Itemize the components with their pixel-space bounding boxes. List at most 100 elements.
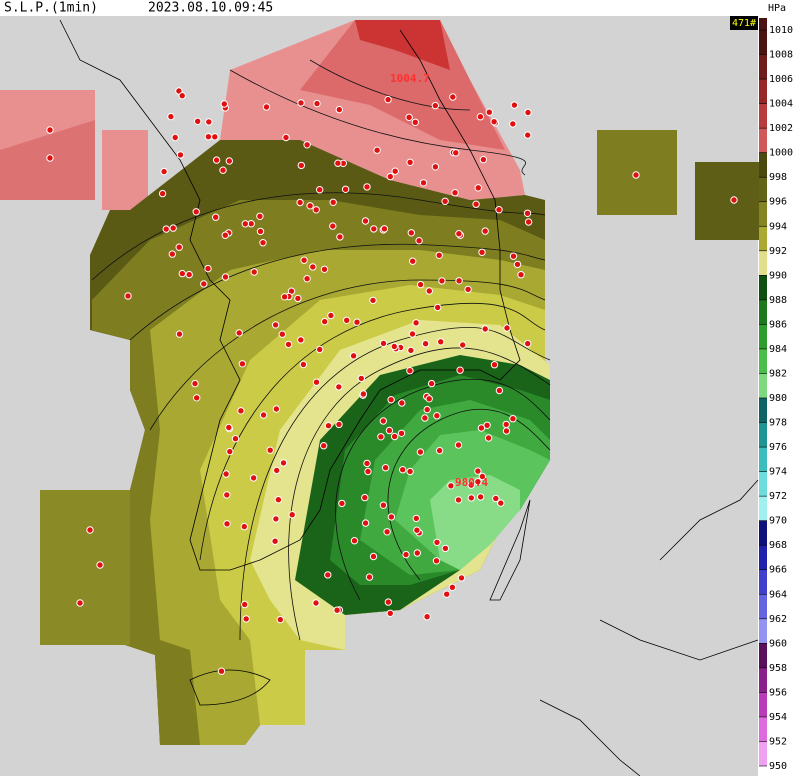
station — [160, 167, 168, 176]
station — [211, 133, 219, 141]
station — [231, 435, 240, 443]
station — [412, 319, 420, 327]
station — [431, 101, 439, 110]
colorbar-label: 994 — [769, 221, 787, 232]
station — [399, 466, 407, 474]
station — [176, 151, 185, 159]
station — [432, 557, 441, 565]
colorbar: 1010 1008 1006 1004 1002 1000 998 996 994 992 990 9… — [759, 18, 793, 772]
station — [402, 550, 410, 559]
region — [355, 20, 450, 70]
colorbar-label: 976 — [769, 442, 787, 453]
station — [477, 424, 486, 432]
station — [223, 491, 231, 499]
isobar — [239, 326, 551, 641]
station — [280, 293, 289, 301]
station — [411, 118, 419, 127]
map: 1004.7 980.4 — [0, 16, 760, 776]
station — [492, 494, 500, 503]
station — [46, 126, 54, 134]
station — [235, 329, 243, 337]
colorbar-label: 990 — [769, 270, 787, 281]
station — [353, 318, 361, 326]
station — [193, 394, 201, 402]
station — [169, 224, 177, 232]
station — [416, 280, 425, 289]
colorbar-band — [759, 692, 767, 717]
station — [474, 467, 482, 475]
colorbar-label: 964 — [769, 589, 787, 600]
station — [271, 537, 279, 545]
station — [361, 217, 370, 225]
station — [334, 159, 342, 167]
colorbar-label: 986 — [769, 319, 787, 330]
isobar — [309, 59, 471, 111]
station — [175, 330, 184, 338]
station — [262, 103, 271, 111]
station — [413, 549, 421, 557]
colorbar-label: 962 — [769, 614, 787, 625]
station — [377, 433, 385, 441]
station — [467, 494, 475, 502]
station — [464, 285, 472, 294]
station — [415, 237, 423, 245]
station — [435, 446, 444, 455]
station — [204, 133, 213, 141]
station — [223, 520, 231, 528]
max-label: 1004.7 — [390, 72, 430, 85]
stations — [46, 87, 738, 675]
colorbar-band — [759, 741, 767, 766]
station — [297, 161, 305, 170]
station — [413, 526, 421, 534]
isobar — [335, 378, 551, 601]
station — [250, 268, 258, 276]
station — [259, 239, 267, 247]
station — [380, 225, 389, 233]
colorbar-band — [759, 618, 767, 644]
station — [365, 573, 374, 581]
station — [329, 222, 337, 230]
station — [225, 423, 233, 432]
station — [284, 340, 293, 349]
isobar — [129, 243, 546, 341]
station — [452, 149, 460, 157]
station — [524, 218, 533, 226]
station — [523, 209, 532, 218]
station — [476, 113, 485, 121]
station — [168, 250, 177, 258]
station — [256, 227, 265, 236]
station — [503, 324, 511, 332]
region — [695, 162, 760, 240]
colorbar-label: 1010 — [769, 25, 793, 36]
station — [306, 202, 314, 210]
station — [481, 325, 489, 333]
station — [409, 257, 417, 265]
timestamp: 2023.08.10.09:45 — [148, 1, 273, 16]
colorbar-label: 954 — [769, 712, 787, 723]
station — [241, 600, 249, 609]
station — [217, 667, 226, 675]
station — [320, 265, 329, 273]
station — [472, 200, 480, 208]
station — [509, 120, 517, 128]
station — [479, 155, 488, 164]
colorbar-band — [759, 545, 767, 570]
station — [205, 118, 213, 126]
station — [297, 336, 305, 344]
station — [272, 515, 280, 523]
colorbar-label: 988 — [769, 295, 787, 306]
station — [238, 360, 247, 368]
station — [335, 105, 343, 114]
colorbar-label: 984 — [769, 344, 787, 355]
station — [478, 472, 487, 481]
station — [451, 189, 459, 197]
station — [447, 482, 455, 490]
colorbar-band — [759, 54, 767, 80]
station — [335, 383, 343, 391]
station — [385, 426, 394, 435]
station — [455, 277, 463, 285]
station — [412, 514, 420, 523]
colorbar-label: 974 — [769, 467, 787, 478]
station — [433, 412, 441, 420]
station — [175, 243, 183, 251]
